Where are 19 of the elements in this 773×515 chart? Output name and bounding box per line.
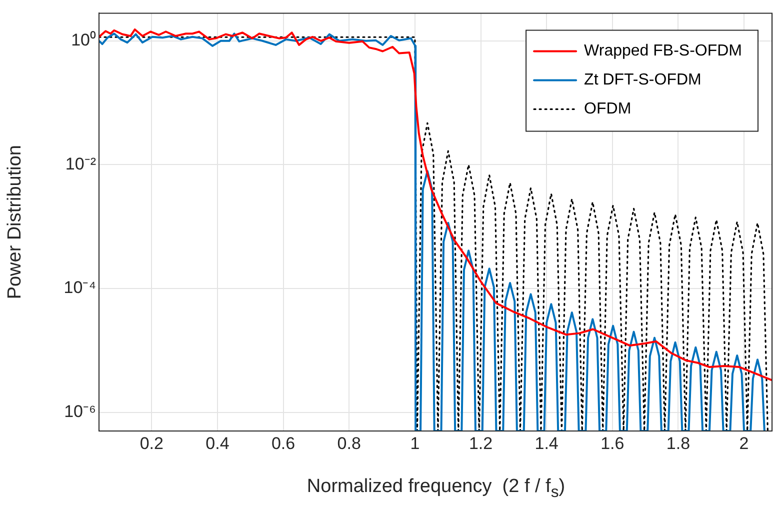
x-tick-label: 0.6: [271, 434, 296, 453]
legend-label: Zt DFT-S-OFDM: [584, 72, 702, 89]
x-tick-label: 1.4: [534, 434, 558, 453]
legend-label: OFDM: [584, 100, 632, 118]
y-tick-label: 10⁻⁶: [64, 402, 96, 422]
x-tick-label: 1: [410, 434, 420, 453]
x-tick-label: 2: [739, 434, 749, 453]
y-tick-label: 10⁻²: [65, 154, 96, 174]
legend-label: Wrapped FB-S-OFDM: [584, 42, 742, 60]
y-axis-title: Power Distribution: [4, 145, 26, 300]
x-tick-label: 0.2: [140, 434, 164, 453]
x-tick-label: 1.2: [468, 434, 493, 453]
y-tick-label: 10⁻⁴: [64, 278, 96, 298]
x-tick-label: 1.6: [600, 434, 624, 453]
x-tick-label: 1.8: [666, 434, 690, 453]
x-tick-label: 0.4: [206, 434, 230, 453]
x-axis-title: Normalized frequency (2 f / f$_{s}$): [306, 476, 566, 502]
x-tick-label: 0.8: [337, 434, 361, 453]
y-tick-label: 10⁰: [71, 30, 96, 50]
